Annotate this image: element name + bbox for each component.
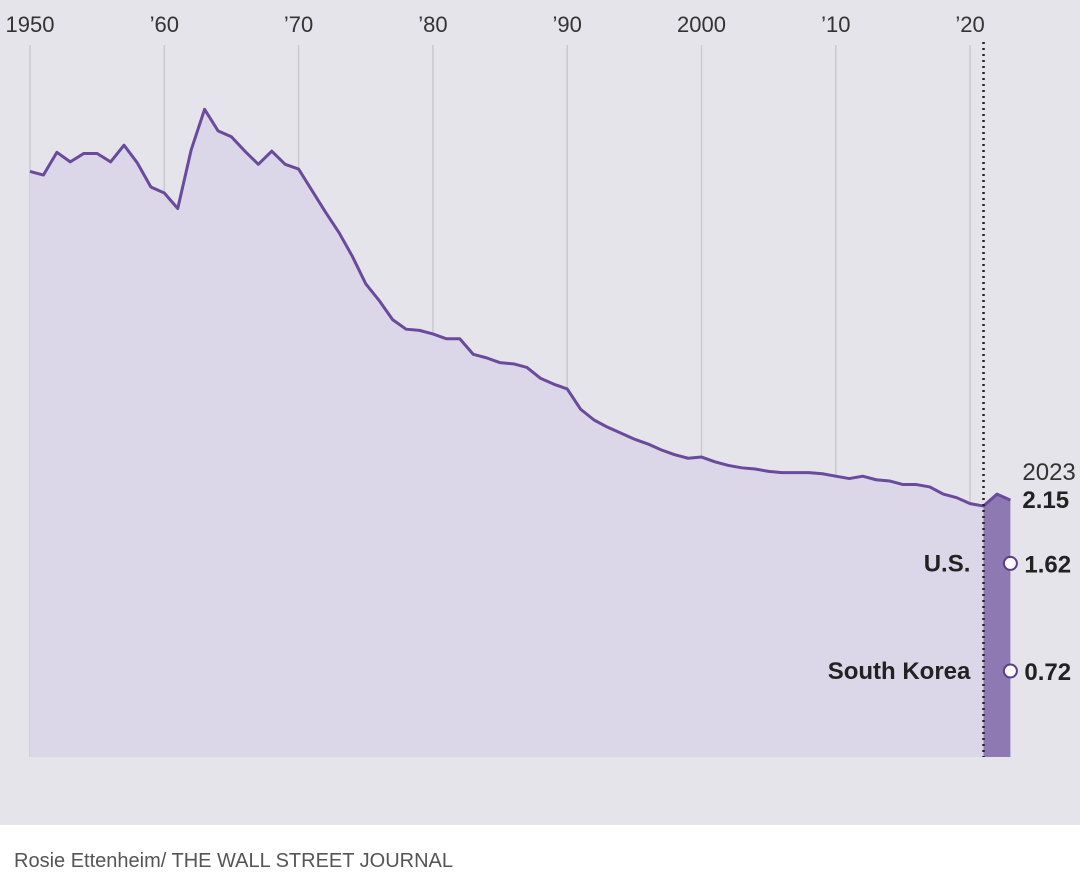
marker-name-south-korea: South Korea [828, 658, 971, 685]
highlight-area [983, 494, 1011, 757]
series-area [30, 109, 1011, 757]
marker-value-south-korea: 0.72 [1024, 659, 1071, 686]
x-tick-label-2010: ’10 [821, 12, 850, 37]
series-line [29, 107, 1011, 508]
end-value-label: 2.15 [1022, 487, 1069, 514]
marker-value-u-s: 1.62 [1024, 551, 1071, 578]
x-tick-label-1980: ’80 [418, 12, 447, 37]
marker-name-u-s: U.S. [924, 550, 971, 577]
chart-panel: 1950 ’60 ’70 ’80 ’90 2000 ’10 ’20 2023 2.15 U.S. 1.… [0, 0, 1080, 825]
x-tick-label-2000: 2000 [677, 12, 726, 37]
x-tick-label-1960: ’60 [150, 12, 179, 37]
x-tick-label-2020: ’20 [955, 12, 984, 37]
x-tick-label-1950: 1950 [6, 12, 55, 37]
x-tick-label-1990: ’90 [553, 12, 582, 37]
x-tick-label-1970: ’70 [284, 12, 313, 37]
end-year-label: 2023 [1022, 459, 1075, 486]
marker-u-s [1002, 555, 1018, 571]
marker-south-korea [1002, 663, 1018, 679]
chart-credit: Rosie Ettenheim/ THE WALL STREET JOURNAL [14, 850, 454, 872]
